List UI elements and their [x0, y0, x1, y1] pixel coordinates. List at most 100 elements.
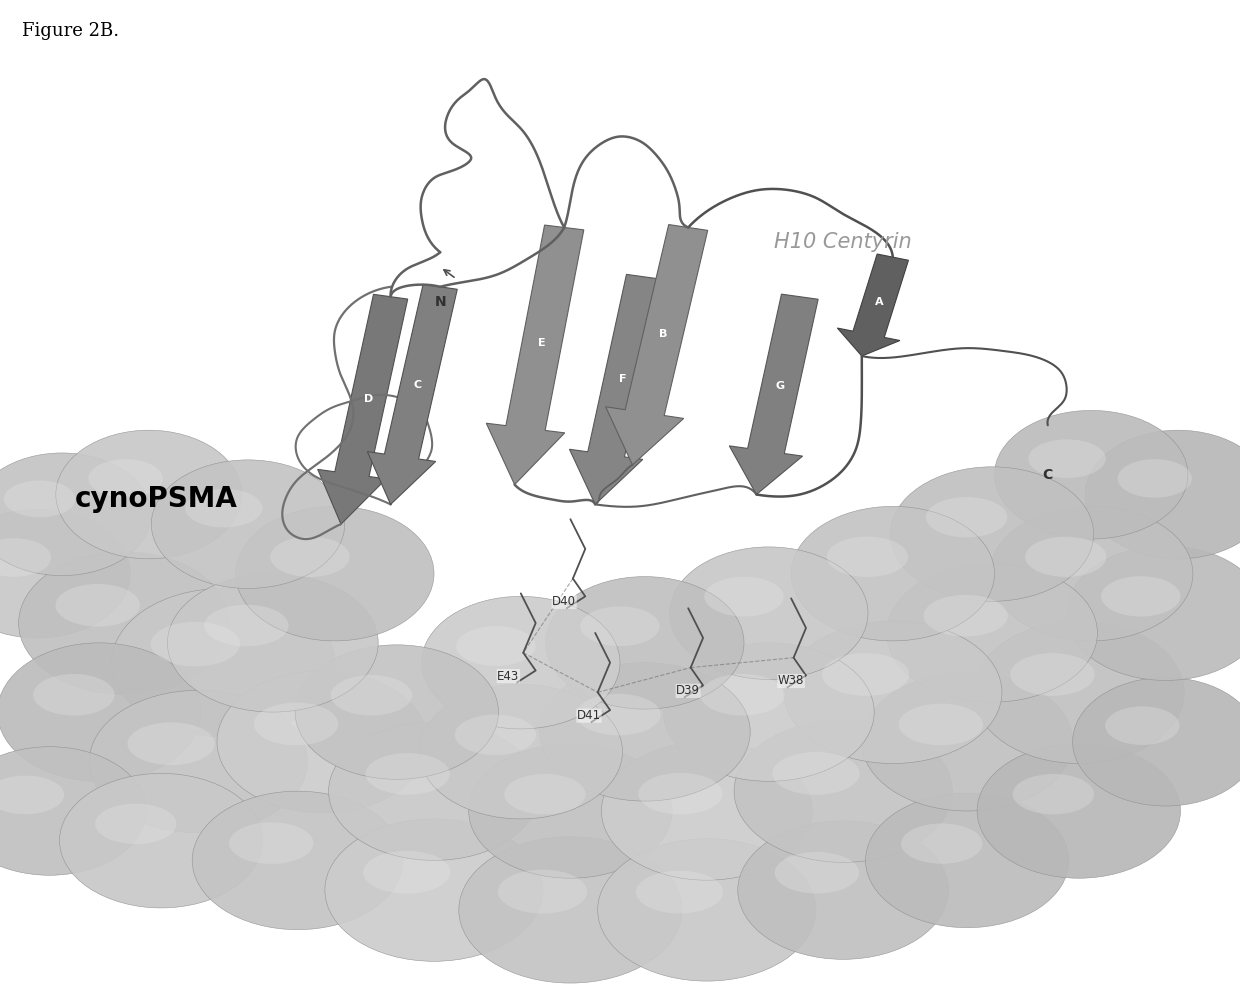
Ellipse shape	[295, 645, 498, 779]
Ellipse shape	[734, 720, 952, 862]
Text: H10 Centyrin: H10 Centyrin	[774, 232, 913, 252]
Ellipse shape	[701, 674, 785, 716]
Ellipse shape	[890, 467, 1094, 601]
Ellipse shape	[0, 453, 151, 576]
Ellipse shape	[973, 621, 1184, 764]
Ellipse shape	[1073, 677, 1240, 806]
Ellipse shape	[0, 747, 146, 875]
Ellipse shape	[1066, 546, 1240, 680]
Text: D: D	[363, 394, 373, 405]
Text: D41: D41	[577, 709, 601, 722]
Ellipse shape	[363, 851, 450, 894]
Ellipse shape	[601, 742, 812, 880]
Ellipse shape	[505, 774, 585, 814]
Ellipse shape	[1085, 430, 1240, 559]
Ellipse shape	[1101, 577, 1180, 616]
Ellipse shape	[639, 773, 723, 815]
Ellipse shape	[580, 606, 660, 646]
Ellipse shape	[151, 622, 241, 667]
Ellipse shape	[1028, 439, 1106, 478]
FancyArrow shape	[486, 225, 584, 485]
Text: D39: D39	[676, 684, 701, 697]
Ellipse shape	[926, 497, 1007, 537]
Ellipse shape	[0, 775, 64, 814]
Ellipse shape	[704, 577, 784, 616]
Ellipse shape	[33, 674, 114, 716]
Text: N: N	[434, 295, 446, 309]
Ellipse shape	[88, 459, 162, 497]
Ellipse shape	[498, 869, 588, 914]
Ellipse shape	[0, 509, 130, 638]
Ellipse shape	[331, 675, 412, 715]
Ellipse shape	[151, 460, 345, 588]
Ellipse shape	[784, 621, 1002, 764]
Text: E: E	[538, 338, 546, 348]
FancyArrow shape	[317, 295, 408, 524]
Ellipse shape	[422, 596, 620, 729]
Ellipse shape	[827, 537, 908, 577]
Ellipse shape	[60, 773, 263, 908]
Text: G: G	[776, 381, 785, 391]
Ellipse shape	[775, 853, 859, 894]
Ellipse shape	[0, 538, 51, 577]
Ellipse shape	[128, 722, 215, 765]
Ellipse shape	[598, 839, 816, 981]
Text: B: B	[658, 329, 667, 339]
Ellipse shape	[1025, 537, 1106, 577]
FancyArrow shape	[729, 294, 818, 494]
Ellipse shape	[419, 684, 622, 819]
Ellipse shape	[229, 823, 314, 864]
Text: E43: E43	[497, 670, 520, 682]
Ellipse shape	[773, 752, 859, 795]
Ellipse shape	[192, 791, 403, 930]
Ellipse shape	[325, 819, 543, 961]
Text: cynoPSMA: cynoPSMA	[74, 486, 237, 513]
Text: C: C	[1043, 468, 1053, 482]
Ellipse shape	[270, 537, 350, 577]
Ellipse shape	[977, 744, 1180, 878]
FancyArrow shape	[569, 274, 663, 504]
FancyArrow shape	[605, 225, 708, 465]
Ellipse shape	[636, 870, 723, 914]
Ellipse shape	[1105, 706, 1179, 745]
Ellipse shape	[95, 804, 176, 844]
Ellipse shape	[546, 577, 744, 709]
Text: D40: D40	[552, 595, 577, 608]
Ellipse shape	[738, 821, 949, 959]
Ellipse shape	[19, 552, 229, 694]
Ellipse shape	[455, 715, 536, 755]
Ellipse shape	[924, 595, 1008, 637]
Ellipse shape	[866, 793, 1069, 928]
Ellipse shape	[459, 837, 682, 983]
Ellipse shape	[1117, 459, 1192, 497]
Ellipse shape	[469, 744, 672, 878]
Ellipse shape	[994, 410, 1188, 539]
Ellipse shape	[899, 704, 983, 746]
Ellipse shape	[791, 506, 994, 641]
Ellipse shape	[236, 506, 434, 641]
Text: Figure 2B.: Figure 2B.	[22, 22, 119, 40]
Ellipse shape	[366, 754, 450, 795]
Ellipse shape	[56, 430, 242, 559]
Ellipse shape	[4, 481, 76, 517]
Ellipse shape	[112, 588, 335, 737]
Ellipse shape	[329, 722, 539, 860]
Ellipse shape	[577, 694, 661, 736]
Ellipse shape	[0, 643, 201, 781]
Ellipse shape	[901, 824, 982, 863]
Ellipse shape	[185, 489, 263, 527]
Ellipse shape	[539, 663, 750, 801]
Ellipse shape	[670, 547, 868, 679]
Ellipse shape	[254, 702, 339, 746]
FancyArrow shape	[367, 284, 458, 504]
Ellipse shape	[1011, 653, 1095, 696]
Ellipse shape	[822, 653, 909, 696]
Ellipse shape	[990, 506, 1193, 641]
Ellipse shape	[205, 605, 289, 647]
Ellipse shape	[89, 690, 308, 833]
Ellipse shape	[862, 673, 1073, 811]
Text: W38: W38	[777, 674, 805, 687]
Ellipse shape	[1013, 774, 1094, 814]
Text: F: F	[619, 374, 626, 385]
Text: C: C	[414, 380, 422, 390]
